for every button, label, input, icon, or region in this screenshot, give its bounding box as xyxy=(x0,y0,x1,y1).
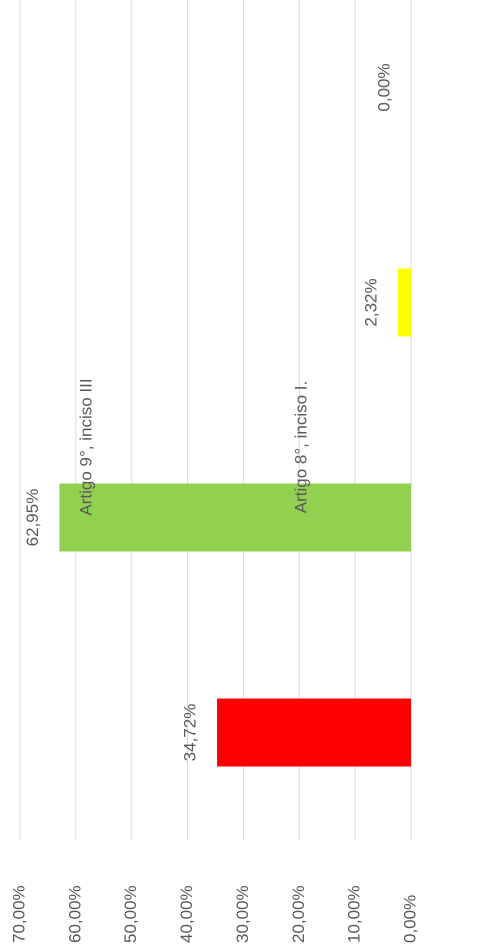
y-tick-label: 50,00% xyxy=(121,885,140,943)
data-label: 62,95% xyxy=(23,489,42,547)
data-label: 0,00% xyxy=(374,63,393,111)
y-tick-label: 60,00% xyxy=(65,885,84,943)
y-tick-label: 40,00% xyxy=(177,885,196,943)
bar xyxy=(59,483,412,552)
data-label: 2,32% xyxy=(362,278,381,326)
y-tick-label: 30,00% xyxy=(233,885,252,943)
data-label: 34,72% xyxy=(181,704,200,762)
y-tick-label: 20,00% xyxy=(289,885,308,943)
y-tick-label: 70,00% xyxy=(9,885,28,943)
bar xyxy=(217,698,411,767)
y-tick-label: 10,00% xyxy=(345,885,364,943)
x-tick-label: Artigo 8°, inciso I. xyxy=(292,381,311,513)
x-tick-label: Artigo 9°, inciso III xyxy=(77,378,96,515)
y-tick-label: 0,00% xyxy=(400,895,419,943)
bar xyxy=(398,268,411,337)
